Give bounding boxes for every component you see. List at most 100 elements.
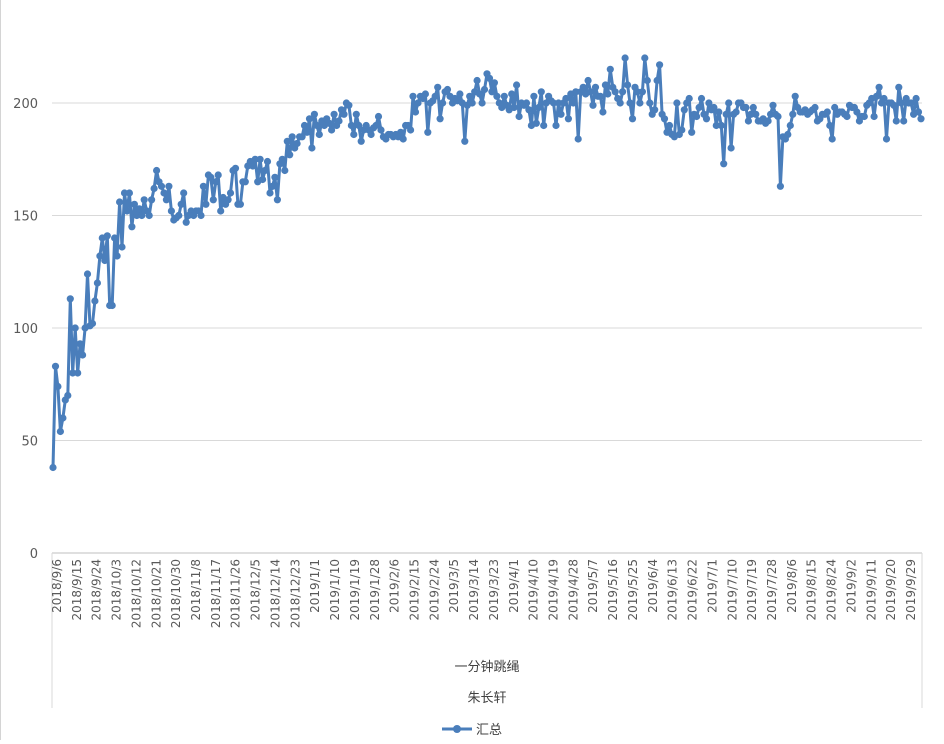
data-point[interactable] <box>108 301 116 310</box>
data-point[interactable] <box>456 90 464 98</box>
data-point[interactable] <box>722 110 730 118</box>
data-point[interactable] <box>473 76 481 85</box>
data-point[interactable] <box>591 83 600 91</box>
data-point[interactable] <box>424 128 432 136</box>
data-point[interactable] <box>478 99 486 107</box>
data-point[interactable] <box>537 88 545 96</box>
data-point[interactable] <box>71 324 79 332</box>
data-point[interactable] <box>325 119 333 127</box>
data-point[interactable] <box>411 108 420 116</box>
data-point[interactable] <box>409 92 417 100</box>
data-point[interactable] <box>357 137 365 145</box>
data-point[interactable] <box>335 117 343 125</box>
data-point[interactable] <box>515 112 523 121</box>
data-point[interactable] <box>91 297 99 305</box>
data-point[interactable] <box>340 110 348 118</box>
data-point[interactable] <box>702 115 711 123</box>
data-point[interactable] <box>259 175 267 184</box>
data-point[interactable] <box>224 196 232 204</box>
data-point[interactable] <box>678 126 686 134</box>
data-point[interactable] <box>860 112 868 121</box>
data-point[interactable] <box>135 205 143 213</box>
data-point[interactable] <box>599 108 607 116</box>
data-point[interactable] <box>175 211 183 220</box>
data-point[interactable] <box>604 90 612 98</box>
data-point[interactable] <box>443 85 452 94</box>
data-point[interactable] <box>133 211 141 220</box>
data-point[interactable] <box>843 112 851 121</box>
data-point[interactable] <box>589 101 597 109</box>
data-point[interactable] <box>485 74 494 82</box>
data-point[interactable] <box>268 182 277 190</box>
data-point[interactable] <box>828 135 836 143</box>
data-point[interactable] <box>490 79 498 87</box>
data-point[interactable] <box>236 200 244 208</box>
data-point[interactable] <box>231 164 240 172</box>
data-point[interactable] <box>811 103 819 112</box>
data-point[interactable] <box>744 117 753 125</box>
data-point[interactable] <box>54 382 62 391</box>
legend[interactable]: 汇总 <box>442 723 502 738</box>
data-point[interactable] <box>873 92 881 100</box>
data-point[interactable] <box>752 110 760 118</box>
data-point[interactable] <box>579 83 587 91</box>
data-point[interactable] <box>138 211 146 220</box>
data-point[interactable] <box>601 81 610 89</box>
data-point[interactable] <box>715 108 723 116</box>
data-point[interactable] <box>439 99 447 107</box>
data-point[interactable] <box>628 115 637 123</box>
data-point[interactable] <box>624 81 632 89</box>
data-point[interactable] <box>241 178 249 186</box>
data-point[interactable] <box>727 144 735 152</box>
data-point[interactable] <box>278 155 286 163</box>
data-point[interactable] <box>49 463 57 472</box>
data-point[interactable] <box>212 178 220 186</box>
data-point[interactable] <box>638 88 647 96</box>
data-point[interactable] <box>160 189 168 197</box>
data-point[interactable] <box>59 414 67 422</box>
data-point[interactable] <box>261 166 269 175</box>
data-point[interactable] <box>300 121 309 130</box>
data-point[interactable] <box>513 81 521 89</box>
data-point[interactable] <box>148 196 156 204</box>
data-point[interactable] <box>626 99 634 107</box>
data-point[interactable] <box>564 115 573 123</box>
data-point[interactable] <box>508 90 516 98</box>
data-point[interactable] <box>584 76 592 85</box>
data-point[interactable] <box>466 92 474 100</box>
data-point[interactable] <box>535 103 543 112</box>
data-point[interactable] <box>525 106 533 114</box>
data-point[interactable] <box>88 319 97 328</box>
data-point[interactable] <box>606 65 614 73</box>
data-point[interactable] <box>83 270 92 278</box>
data-point[interactable] <box>431 92 439 100</box>
data-point[interactable] <box>685 94 693 103</box>
data-point[interactable] <box>313 121 321 130</box>
data-point[interactable] <box>288 133 296 141</box>
data-point[interactable] <box>51 362 60 370</box>
data-point[interactable] <box>103 232 111 240</box>
data-point[interactable] <box>167 207 175 215</box>
data-point[interactable] <box>532 119 540 127</box>
data-point[interactable] <box>569 99 577 107</box>
data-point[interactable] <box>214 171 222 179</box>
data-point[interactable] <box>562 94 570 103</box>
data-point[interactable] <box>831 103 839 112</box>
data-point[interactable] <box>557 110 565 118</box>
data-point[interactable] <box>900 117 908 125</box>
data-point[interactable] <box>436 115 444 123</box>
data-point[interactable] <box>875 83 883 91</box>
data-point[interactable] <box>596 92 605 100</box>
data-point[interactable] <box>421 90 429 98</box>
data-point[interactable] <box>286 151 294 159</box>
data-point[interactable] <box>656 61 664 69</box>
data-point[interactable] <box>890 101 898 109</box>
data-point[interactable] <box>217 207 225 215</box>
data-point[interactable] <box>619 88 627 96</box>
data-point[interactable] <box>150 184 158 193</box>
data-point[interactable] <box>308 144 316 152</box>
data-point[interactable] <box>273 196 281 204</box>
data-point[interactable] <box>209 196 217 204</box>
data-point[interactable] <box>64 391 72 400</box>
data-point[interactable] <box>493 92 501 100</box>
